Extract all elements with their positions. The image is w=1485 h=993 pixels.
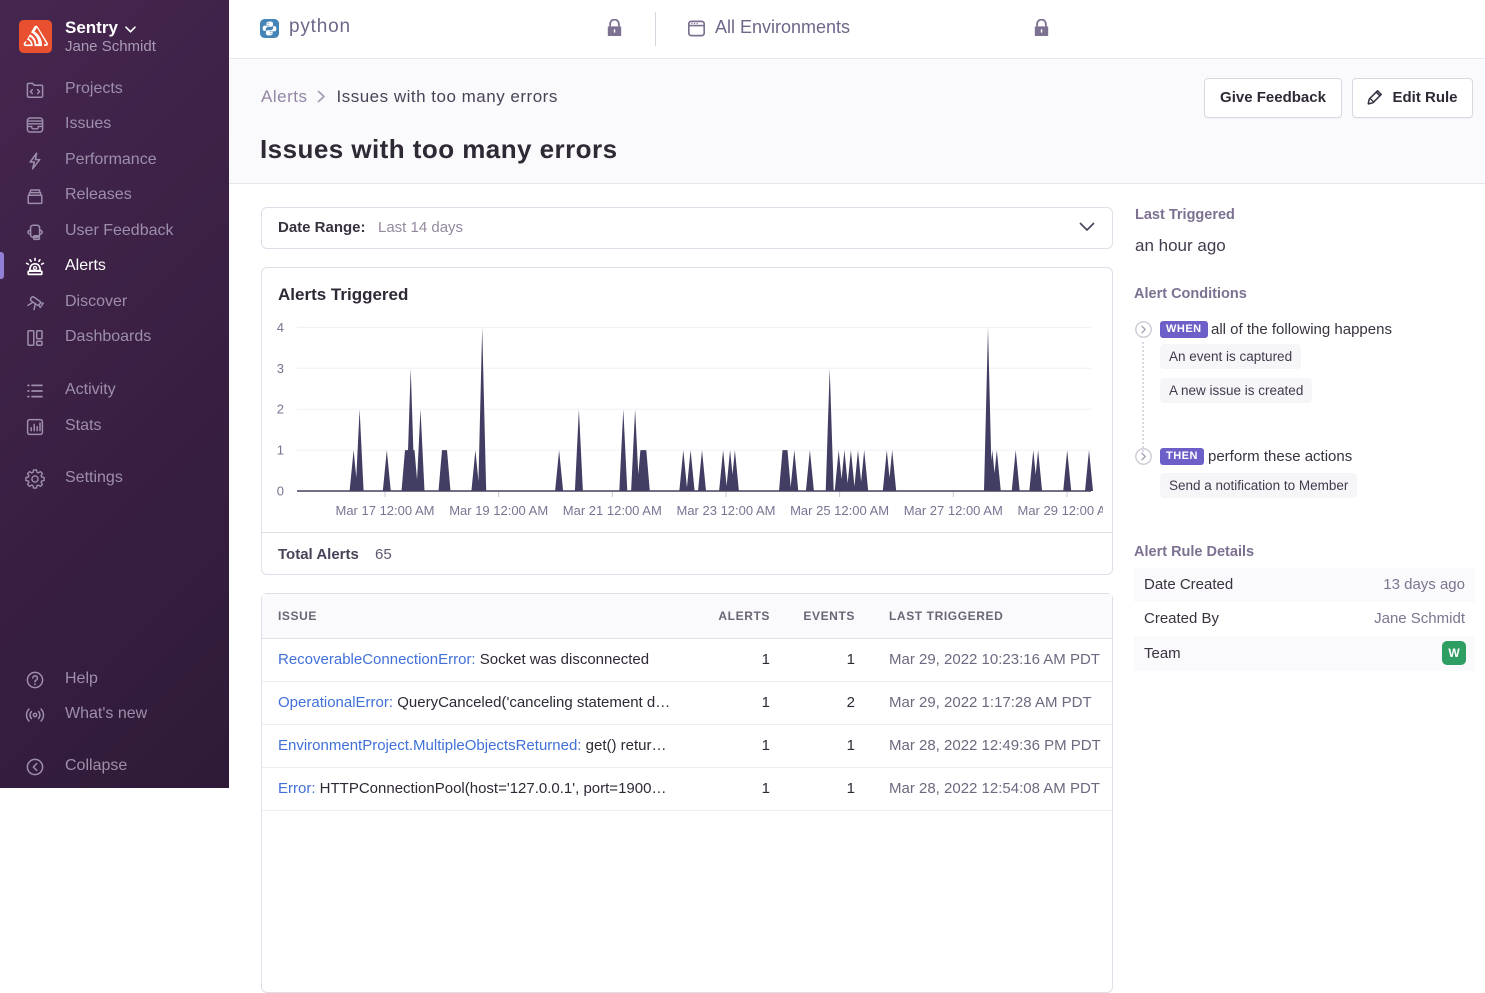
svg-text:Mar 19 12:00 AM: Mar 19 12:00 AM — [449, 503, 548, 518]
svg-text:3: 3 — [277, 361, 284, 376]
svg-text:Mar 29 12:00 AM: Mar 29 12:00 AM — [1018, 503, 1104, 518]
svg-text:4: 4 — [277, 320, 284, 335]
svg-text:0: 0 — [277, 484, 284, 499]
svg-text:2: 2 — [277, 402, 284, 417]
svg-text:Mar 25 12:00 AM: Mar 25 12:00 AM — [790, 503, 889, 518]
svg-text:Mar 23 12:00 AM: Mar 23 12:00 AM — [677, 503, 776, 518]
svg-text:Mar 21 12:00 AM: Mar 21 12:00 AM — [563, 503, 662, 518]
svg-text:Mar 27 12:00 AM: Mar 27 12:00 AM — [904, 503, 1003, 518]
svg-text:1: 1 — [277, 443, 284, 458]
svg-text:Mar 17 12:00 AM: Mar 17 12:00 AM — [336, 503, 435, 518]
